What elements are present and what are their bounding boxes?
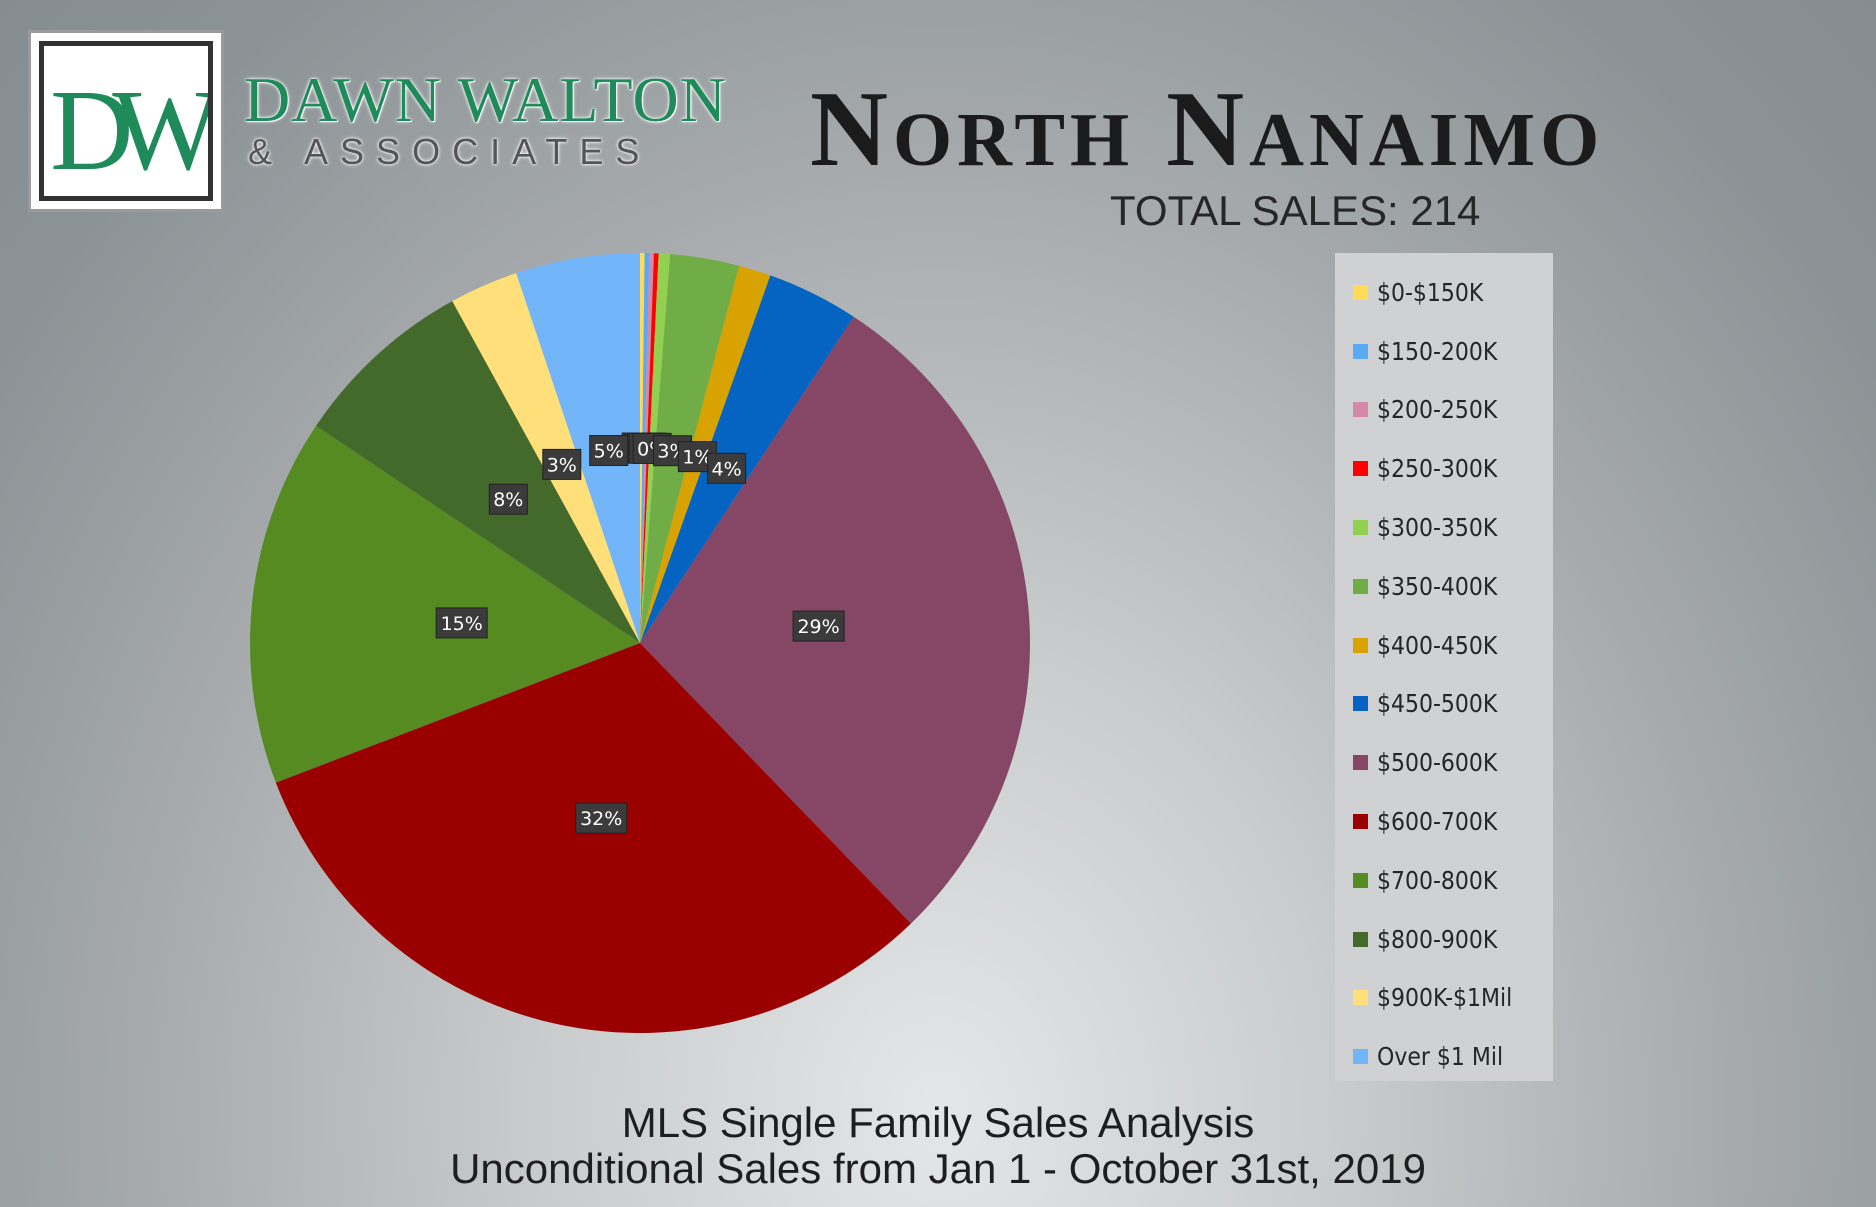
total-sales: TOTAL SALES: 214 <box>1110 187 1481 234</box>
logo-frame: DW <box>39 41 213 201</box>
legend-label: $400-450K <box>1377 630 1498 660</box>
data-label: 5% <box>589 435 629 466</box>
legend-swatch <box>1353 284 1368 300</box>
legend-item: $400-450K <box>1335 616 1553 675</box>
legend-item: Over $1 Mil <box>1335 1027 1553 1086</box>
brand-subname: & ASSOCIATES <box>248 131 652 172</box>
data-label: 0% <box>621 432 661 464</box>
legend-label: $200-250K <box>1377 395 1498 425</box>
pie-slice <box>640 253 659 643</box>
data-label: 15% <box>435 607 488 639</box>
pie-slice <box>275 643 911 1034</box>
svg-text:8%: 8% <box>493 489 523 511</box>
legend-label: $600-700K <box>1377 807 1498 837</box>
legend-swatch <box>1353 578 1368 594</box>
pie-slice <box>249 425 640 783</box>
legend-item: $900K-$1Mil <box>1335 969 1553 1028</box>
legend-item: $350-400K <box>1335 557 1553 616</box>
legend-label: $350-400K <box>1377 571 1498 601</box>
legend-item: $0-$150K <box>1335 263 1553 322</box>
legend-item: $450-500K <box>1335 675 1553 734</box>
svg-text:0%: 0% <box>633 438 663 460</box>
svg-text:1%: 1% <box>682 447 712 469</box>
svg-text:3%: 3% <box>657 441 687 463</box>
legend-swatch <box>1353 1049 1368 1065</box>
pie-slice <box>316 301 640 643</box>
data-label: 4% <box>707 452 747 484</box>
pie-slice <box>640 265 771 643</box>
legend-item: $500-600K <box>1335 733 1553 792</box>
legend-item: $600-700K <box>1335 792 1553 851</box>
chart-legend: $0-$150K $150-200K $200-250K $250-300K $300-… <box>1335 253 1553 1081</box>
pie-slice <box>516 253 640 643</box>
svg-text:29%: 29% <box>797 616 839 638</box>
legend-label: $500-600K <box>1377 748 1498 778</box>
pie-slice <box>640 253 650 643</box>
page-title: North Nanaimo <box>810 70 1605 189</box>
legend-label: $250-300K <box>1377 454 1498 484</box>
legend-label: $800-900K <box>1377 924 1498 954</box>
legend-swatch <box>1353 461 1368 477</box>
svg-text:5%: 5% <box>594 441 624 463</box>
legend-label: $300-350K <box>1377 513 1498 543</box>
legend-item: $700-800K <box>1335 851 1553 910</box>
legend-swatch <box>1353 931 1368 947</box>
legend-label: $0-$150K <box>1377 277 1484 307</box>
legend-swatch <box>1353 872 1368 888</box>
data-label: 1% <box>677 441 717 473</box>
data-label: 0% <box>628 432 668 464</box>
legend-swatch <box>1353 402 1368 418</box>
legend-swatch <box>1353 343 1368 359</box>
legend-swatch <box>1353 637 1368 653</box>
legend-item: $150-200K <box>1335 322 1553 381</box>
legend-item: $800-900K <box>1335 910 1553 969</box>
data-label: 0% <box>626 432 666 464</box>
data-label: 0% <box>624 432 663 464</box>
brand-logo: DW <box>28 30 224 212</box>
svg-text:0%: 0% <box>628 438 658 460</box>
svg-text:0%: 0% <box>631 438 661 460</box>
legend-item: $200-250K <box>1335 381 1553 440</box>
svg-text:0%: 0% <box>637 438 667 460</box>
legend-swatch <box>1353 696 1368 712</box>
legend-swatch <box>1353 520 1368 536</box>
pie-slice <box>640 275 854 643</box>
data-label: 3% <box>542 448 582 480</box>
logo-monogram: DW <box>50 66 208 194</box>
svg-text:32%: 32% <box>580 808 622 830</box>
legend-swatch <box>1353 990 1368 1006</box>
legend-swatch <box>1353 755 1368 771</box>
chart-subtitle-line1: MLS Single Family Sales Analysis <box>621 1099 1255 1146</box>
data-label: 0% <box>632 432 672 464</box>
legend-label: $450-500K <box>1377 689 1498 719</box>
pie-slice <box>640 253 645 643</box>
data-label: 8% <box>488 483 528 515</box>
pie-slice <box>640 254 740 643</box>
data-label: 29% <box>792 610 845 642</box>
pie-slice <box>640 253 654 644</box>
data-label: 32% <box>575 802 628 834</box>
pie-slice <box>452 273 640 643</box>
data-label: 3% <box>653 435 692 467</box>
legend-item: $250-300K <box>1335 439 1553 498</box>
legend-label: Over $1 Mil <box>1377 1042 1504 1072</box>
chart-subtitle-line2: Unconditional Sales from Jan 1 - October… <box>450 1145 1426 1192</box>
legend-label: $900K-$1Mil <box>1377 983 1513 1013</box>
pie-data-labels: 0%0%0%0%0%3%1%4%29%32%15%8%3%5% <box>435 432 845 834</box>
pie-slice <box>640 316 1030 924</box>
svg-text:4%: 4% <box>712 458 742 480</box>
brand-name: DAWN WALTON <box>244 64 727 135</box>
legend-item: $300-350K <box>1335 498 1553 557</box>
pie-slices <box>249 253 1030 1034</box>
pie-slice <box>640 253 671 643</box>
legend-label: $700-800K <box>1377 865 1498 895</box>
svg-text:15%: 15% <box>441 613 483 635</box>
legend-swatch <box>1353 814 1368 830</box>
svg-text:0%: 0% <box>626 438 656 460</box>
legend-label: $150-200K <box>1377 336 1498 366</box>
dw-monogram-icon: DW <box>50 66 208 194</box>
svg-text:3%: 3% <box>547 454 577 476</box>
